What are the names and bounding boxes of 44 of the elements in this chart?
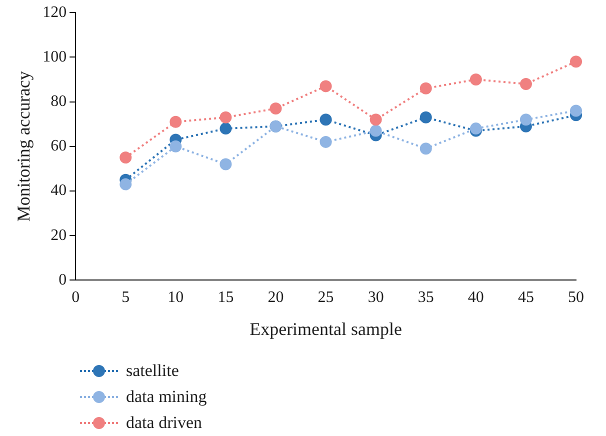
x-tick-label: 40: [468, 289, 484, 306]
y-tick-label: 80: [50, 93, 67, 110]
x-axis-title: Experimental sample: [250, 318, 402, 339]
legend-label: data driven: [126, 413, 202, 433]
x-tick-label: 25: [318, 289, 334, 306]
point: [370, 124, 382, 137]
point: [320, 136, 332, 148]
x-tick-label: 5: [122, 289, 130, 306]
x-tick-label: 20: [268, 289, 284, 306]
x-tick-label: 10: [168, 289, 184, 306]
x-tick-label: 15: [218, 289, 234, 306]
point: [370, 114, 382, 126]
x-tick-label: 35: [418, 289, 434, 306]
point: [170, 116, 182, 128]
x-tick-label: 0: [72, 289, 80, 306]
x-tick-label: 30: [368, 289, 384, 306]
y-tick-label: 20: [50, 226, 67, 244]
point: [570, 56, 582, 68]
point: [320, 80, 332, 92]
point: [220, 111, 232, 124]
point: [420, 111, 432, 124]
legend-label: data mining: [126, 387, 207, 407]
point: [320, 114, 332, 126]
x-tick-label: 45: [518, 289, 534, 306]
legend-label: satellite: [126, 361, 179, 381]
y-tick-label: 100: [42, 48, 67, 66]
point: [120, 178, 132, 190]
point: [270, 102, 282, 114]
y-tick-label: 40: [50, 182, 67, 200]
x-tick-label: 50: [568, 289, 584, 306]
point: [420, 82, 432, 94]
y-axis-title: Monitoring accuracy: [14, 71, 34, 222]
point: [420, 142, 432, 155]
y-tick-label: 60: [50, 138, 67, 155]
point: [520, 78, 532, 90]
point: [520, 114, 532, 126]
y-tick-label: 120: [42, 4, 67, 21]
point: [570, 104, 582, 117]
point: [170, 140, 182, 152]
point: [120, 152, 132, 164]
y-tick-label: 0: [58, 271, 67, 288]
point: [220, 122, 232, 135]
point: [470, 74, 482, 86]
point: [220, 158, 232, 170]
